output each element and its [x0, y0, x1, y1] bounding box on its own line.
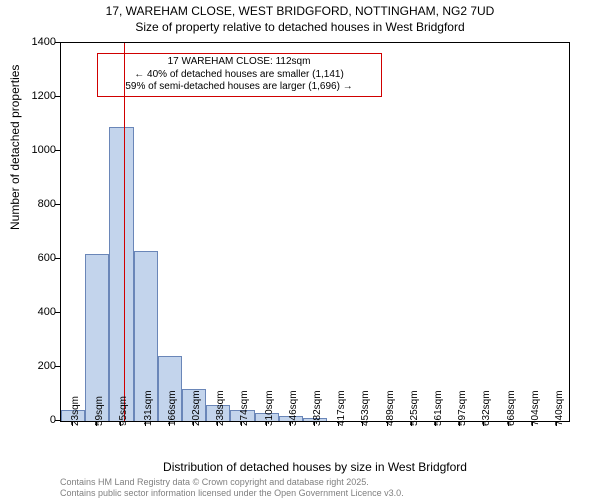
y-tick-label: 1400 [32, 36, 56, 48]
x-tick [459, 421, 460, 426]
x-tick [193, 421, 194, 426]
annotation-line: 59% of semi-detached houses are larger (… [102, 81, 377, 94]
y-tick [55, 42, 60, 43]
x-tick [508, 421, 509, 426]
chart-title: 17, WAREHAM CLOSE, WEST BRIDGFORD, NOTTI… [0, 0, 600, 35]
y-tick-label: 600 [38, 252, 56, 264]
x-tick [72, 421, 73, 426]
x-tick [145, 421, 146, 426]
y-tick-label: 200 [38, 360, 56, 372]
x-tick [314, 421, 315, 426]
property-marker-line [124, 43, 125, 421]
x-tick [120, 421, 121, 426]
x-tick [169, 421, 170, 426]
title-line-2: Size of property relative to detached ho… [0, 20, 600, 36]
x-tick [556, 421, 557, 426]
annotation-line: 17 WAREHAM CLOSE: 112sqm [102, 56, 377, 69]
x-tick [483, 421, 484, 426]
x-tick [290, 421, 291, 426]
y-tick [55, 96, 60, 97]
y-tick-label: 1200 [32, 90, 56, 102]
y-tick [55, 366, 60, 367]
footer-line-2: Contains public sector information licen… [60, 488, 404, 498]
x-tick [266, 421, 267, 426]
x-tick [435, 421, 436, 426]
title-line-1: 17, WAREHAM CLOSE, WEST BRIDGFORD, NOTTI… [0, 4, 600, 20]
x-tick [217, 421, 218, 426]
chart-container: 17, WAREHAM CLOSE, WEST BRIDGFORD, NOTTI… [0, 0, 600, 500]
y-tick [55, 420, 60, 421]
x-axis-label: Distribution of detached houses by size … [60, 460, 570, 474]
y-tick-label: 1000 [32, 144, 56, 156]
y-tick [55, 258, 60, 259]
plot-area: 17 WAREHAM CLOSE: 112sqm← 40% of detache… [60, 42, 570, 422]
x-tick [387, 421, 388, 426]
x-tick [338, 421, 339, 426]
y-tick-label: 400 [38, 306, 56, 318]
footer-line-1: Contains HM Land Registry data © Crown c… [60, 477, 404, 487]
x-tick [411, 421, 412, 426]
y-tick [55, 312, 60, 313]
x-tick [532, 421, 533, 426]
y-tick [55, 150, 60, 151]
annotation-box: 17 WAREHAM CLOSE: 112sqm← 40% of detache… [97, 53, 382, 97]
footer-attribution: Contains HM Land Registry data © Crown c… [60, 477, 404, 498]
histogram-bar [109, 127, 133, 421]
y-tick [55, 204, 60, 205]
x-tick [362, 421, 363, 426]
annotation-line: ← 40% of detached houses are smaller (1,… [102, 69, 377, 82]
x-tick [241, 421, 242, 426]
x-tick [96, 421, 97, 426]
y-axis-label: Number of detached properties [8, 65, 22, 230]
y-tick-label: 800 [38, 198, 56, 210]
